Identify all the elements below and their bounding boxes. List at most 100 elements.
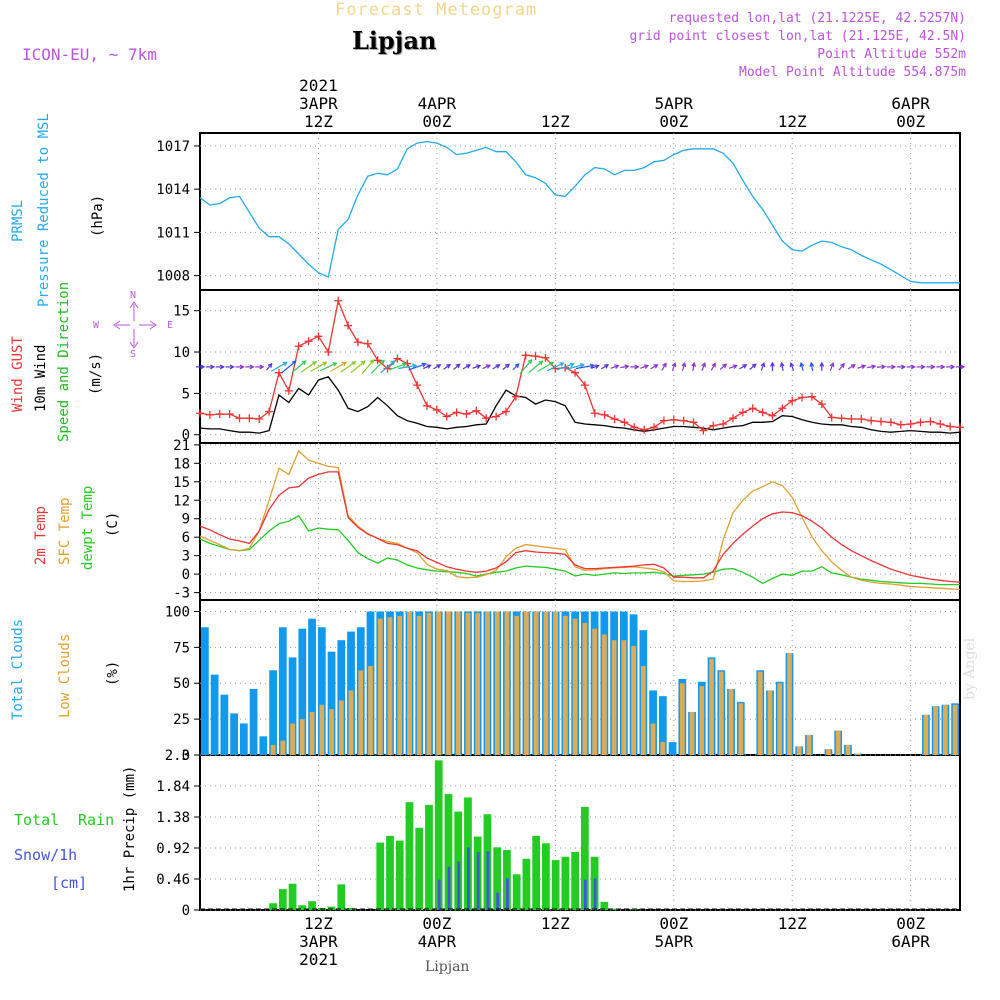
temp-tick-label: 0 <box>182 567 190 583</box>
precip-tick-label: 1.38 <box>156 810 190 826</box>
wind-direction-arrow <box>350 360 366 374</box>
rain-bar <box>327 906 336 910</box>
temp-tick-label: -3 <box>173 586 190 602</box>
wind-direction-arrow <box>590 364 599 369</box>
wind-direction-arrow <box>472 364 481 369</box>
gust-marker <box>413 381 422 390</box>
gust-marker <box>916 418 925 427</box>
gust-marker <box>511 392 520 401</box>
pressure-unit: (hPa) <box>90 194 106 237</box>
rain-bar <box>610 908 618 910</box>
model-label: ICON-EU, ~ 7km <box>22 45 157 64</box>
gust-marker <box>205 410 214 419</box>
wind-arrowhead <box>559 362 565 367</box>
clouds-unit: (%) <box>105 660 121 686</box>
low-cloud-bar <box>709 658 714 755</box>
temp-tick-label: 3 <box>182 549 190 565</box>
wind-arrowhead <box>819 361 825 367</box>
low-clouds-label: Low Clouds <box>57 633 73 718</box>
wind-direction-arrow <box>270 361 288 372</box>
rain-bar <box>288 883 297 910</box>
low-cloud-bar <box>728 688 734 755</box>
snow-bar <box>457 861 461 910</box>
precip-tick-label: 1.84 <box>156 779 190 795</box>
low-cloud-bar <box>426 612 432 755</box>
wind-direction-arrow <box>640 364 649 369</box>
wind-arrowhead <box>390 360 396 366</box>
footer-location: Lipjan <box>425 959 470 975</box>
total-cloud-bar <box>210 674 219 755</box>
wind-arrowhead <box>691 361 697 367</box>
wind-arrowhead <box>634 364 640 370</box>
pressure-tick-label: 1011 <box>156 225 190 241</box>
precip-snow-label: Snow/1h <box>14 846 78 864</box>
gust-marker <box>659 416 668 425</box>
total-cloud-bar <box>308 618 316 755</box>
wind-arrowhead <box>322 361 328 367</box>
clouds-tick-label: 25 <box>173 712 190 728</box>
low-cloud-bar <box>923 714 929 755</box>
point-altitude: Point Altitude 552m <box>817 47 966 62</box>
gust-marker <box>778 404 787 413</box>
wind-arrowhead <box>219 364 225 370</box>
snow-bar <box>486 851 490 910</box>
bottom-axis-hour: 00Z <box>659 914 689 933</box>
low-cloud-bar <box>767 690 773 755</box>
rain-bar <box>269 903 277 910</box>
compass-west: W <box>93 320 100 331</box>
wind-arrowhead <box>369 359 375 365</box>
direction-label: Speed and Direction <box>56 281 72 442</box>
pressure-line <box>199 140 960 284</box>
wind-direction-arrow <box>600 364 609 370</box>
rain-bar <box>308 901 316 910</box>
wind-direction-arrow <box>408 363 426 371</box>
wind-arrowhead <box>301 360 307 366</box>
precip-rain-label: Rain <box>78 811 115 829</box>
temp-tick-label: 9 <box>182 512 190 528</box>
wind-arrowhead <box>681 361 687 368</box>
gust-marker <box>452 408 461 417</box>
wind-arrowhead <box>249 364 255 370</box>
low-cloud-bar <box>446 611 451 755</box>
location-title: Lipjan <box>352 26 437 55</box>
wind-arrowhead <box>662 362 667 368</box>
gust-marker <box>482 414 491 423</box>
wind-direction-arrow <box>620 365 629 369</box>
gust-marker <box>442 412 451 421</box>
total-cloud-bar <box>327 651 336 755</box>
rain-bar <box>581 806 589 910</box>
total-clouds-label: Total Clouds <box>10 618 26 720</box>
gust-marker <box>807 392 816 401</box>
gust-marker <box>501 407 510 416</box>
temp-tick-label: 21 <box>173 438 190 454</box>
grid-point-coords: grid point closest lon,lat (21.125E, 42.… <box>629 29 966 44</box>
precip-unit: 1hr Precip (mm) <box>122 765 138 892</box>
wind-direction-arrow <box>300 361 317 373</box>
gust-marker <box>630 423 639 432</box>
low-cloud-bar <box>543 611 549 755</box>
wind-direction-arrow <box>749 363 757 370</box>
gust-marker <box>274 368 283 377</box>
total-cloud-bar <box>649 690 657 755</box>
wind-arrowhead <box>455 363 461 369</box>
rain-bar <box>347 907 355 910</box>
gust-marker <box>304 337 313 346</box>
low-cloud-bar <box>338 700 344 755</box>
rain-bar <box>444 794 453 910</box>
temp-tick-label: 12 <box>173 493 190 509</box>
gust-marker <box>472 406 481 415</box>
rain-bar <box>298 905 307 910</box>
rain-bar <box>425 804 433 910</box>
rain-bar <box>415 827 424 910</box>
temp-tick-label: 18 <box>173 456 190 472</box>
low-cloud-bar <box>309 711 315 755</box>
wind-tick-label: 10 <box>173 345 190 361</box>
low-cloud-bar <box>855 753 861 755</box>
gust-marker <box>215 410 224 419</box>
wind-direction-arrow <box>310 361 327 372</box>
wind-direction-arrow <box>719 363 727 370</box>
low-cloud-bar <box>826 749 831 755</box>
rain-bar <box>454 811 463 910</box>
low-cloud-bar <box>280 740 286 755</box>
wind-arrowhead <box>426 364 432 369</box>
